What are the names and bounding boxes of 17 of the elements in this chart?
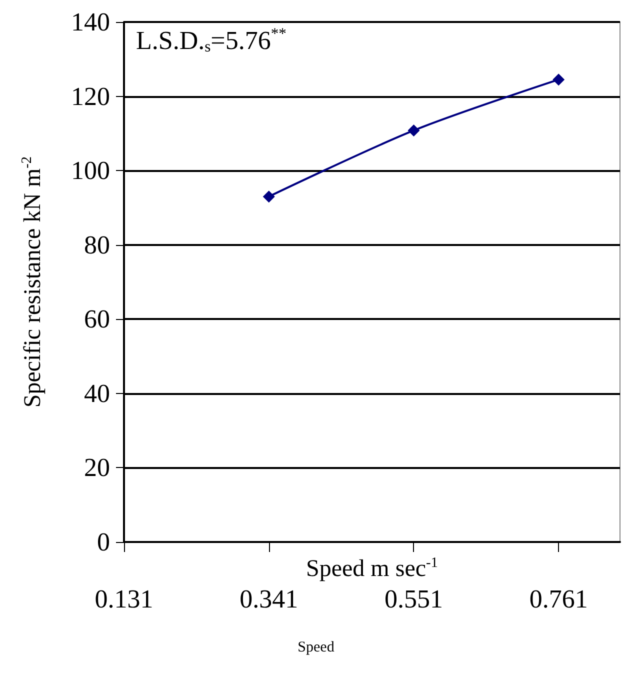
- x-tick-label: 0.341: [240, 584, 298, 614]
- x-tick-label: 0.761: [529, 584, 588, 614]
- y-tick-label: 40: [84, 378, 110, 408]
- y-tick-label: 80: [84, 230, 110, 260]
- text: Speed: [298, 640, 335, 656]
- point: [262, 190, 275, 203]
- y-tick-label: 140: [71, 8, 110, 36]
- point: [408, 124, 420, 136]
- x-tick-label: 0.131: [94, 584, 154, 614]
- y-tick-label: 100: [71, 156, 110, 186]
- y-axis-title: Specific resistance kN m-2: [19, 156, 46, 408]
- y-tick-label: 60: [84, 304, 110, 334]
- point: [552, 74, 565, 86]
- x-tick-label: 0.551: [384, 584, 443, 614]
- y-tick-label: 0: [97, 528, 110, 556]
- y-tick-label: 120: [71, 82, 110, 111]
- y-tick-label: 20: [84, 453, 110, 482]
